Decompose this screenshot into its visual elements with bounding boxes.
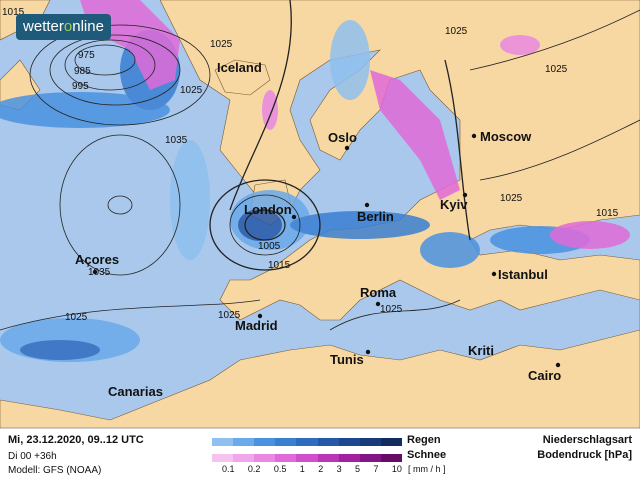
city-label-kyiv: Kyiv (440, 197, 468, 212)
isobar-label: 1025 (545, 64, 568, 75)
forecast-datetime: Mi, 23.12.2020, 09..12 UTC (8, 434, 144, 446)
city-dot (257, 313, 263, 319)
city-label-oslo: Oslo (328, 130, 357, 145)
snow-scale-swatch (296, 454, 318, 462)
isobar-label: 1025 (445, 26, 468, 37)
legend-tick: 5 (355, 464, 361, 474)
legend-tick: 0.2 (247, 464, 261, 474)
rain-scale-swatch (233, 438, 255, 446)
city-label-tunis: Tunis (330, 352, 364, 367)
city-dot (291, 214, 297, 220)
rain-scale-swatch (212, 438, 234, 446)
rain-scale-swatch (338, 438, 360, 446)
isobar-label: 1025 (210, 39, 233, 50)
city-dot (344, 145, 350, 151)
isobar-label: 985 (74, 66, 91, 77)
city-dot (555, 362, 561, 368)
city-dot (491, 271, 497, 277)
city-dot (92, 269, 98, 275)
isobar-labels: 1015 975 985 995 1025 1025 1035 1005 101… (2, 7, 619, 323)
cities: Iceland Oslo Moscow London Berlin Kyiv A… (75, 60, 561, 399)
isobar-label: 1015 (2, 7, 25, 18)
city-label-berlin: Berlin (357, 209, 394, 224)
model-name: Modell: GFS (NOAA) (8, 465, 102, 476)
isobars (0, 0, 640, 331)
city-label-istanbul: Istanbul (498, 267, 548, 282)
rain-scale-swatch (317, 438, 339, 446)
snow-scale-swatch (254, 454, 276, 462)
snow-scale-swatch (338, 454, 360, 462)
isobar-label: 1025 (218, 310, 241, 321)
legend-title-pressure: Bodendruck [hPa] (537, 449, 632, 461)
city-label-cairo: Cairo (528, 368, 561, 383)
isobar-label: 1025 (65, 312, 88, 323)
city-label-london: London (244, 202, 292, 217)
snow-color-scale (212, 454, 402, 462)
snow-scale-swatch (317, 454, 339, 462)
rain-scale-swatch (275, 438, 297, 446)
isobar-label: 1025 (180, 85, 203, 96)
isobar-label: 1025 (500, 193, 523, 204)
rain-scale-swatch (380, 438, 402, 446)
isobar-label: 1015 (596, 208, 619, 219)
legend-tick: 0.1 (222, 464, 235, 474)
isobar-label: 1035 (165, 135, 188, 146)
legend-tick: 2 (318, 464, 324, 474)
city-dot (365, 349, 371, 355)
forecast-run: Di 00 +36h (8, 451, 57, 462)
legend-title-precip-type: Niederschlagsart (542, 434, 632, 446)
city-dot (462, 192, 468, 198)
isobar-label: 1025 (380, 304, 403, 315)
isobar-label: 1035 (88, 267, 111, 278)
legend-unit: [ mm / h ] (408, 464, 446, 474)
weather-map: 1015 975 985 995 1025 1025 1035 1005 101… (0, 0, 640, 428)
rain-scale-swatch (296, 438, 318, 446)
legend-tick: 7 (373, 464, 379, 474)
rain-scale-swatch (359, 438, 381, 446)
wetteronline-logo[interactable]: wetteronline (16, 14, 111, 40)
city-label-iceland: Iceland (217, 60, 262, 75)
rain-color-scale (212, 438, 402, 446)
snow-scale-swatch (275, 454, 297, 462)
legend-rain-label: Regen (407, 434, 441, 446)
legend-snow-label: Schnee (407, 449, 447, 461)
city-label-madrid: Madrid (235, 318, 278, 333)
city-dot (471, 133, 477, 139)
city-label-moscow: Moscow (480, 129, 532, 144)
city-label-acores: Açores (75, 252, 119, 267)
legend-tick: 3 (336, 464, 342, 474)
city-label-canarias: Canarias (108, 384, 163, 399)
rain-scale-swatch (254, 438, 276, 446)
legend-tick: 1 (299, 464, 305, 474)
legend-ticks: 0.1 0.2 0.5 1 2 3 5 7 10 (222, 464, 402, 474)
snow-scale-swatch (380, 454, 402, 462)
snow-scale-swatch (359, 454, 381, 462)
isobar-label: 975 (78, 50, 95, 61)
city-label-roma: Roma (360, 285, 397, 300)
snow-scale-swatch (233, 454, 255, 462)
isobar-label: 995 (72, 81, 89, 92)
legend-footer: Mi, 23.12.2020, 09..12 UTC Di 00 +36h Mo… (0, 428, 640, 479)
legend-tick: 10 (391, 464, 402, 474)
legend-tick: 0.5 (273, 464, 287, 474)
city-label-kriti: Kriti (468, 343, 494, 358)
city-dot (364, 202, 370, 208)
snow-scale-swatch (212, 454, 234, 462)
isobar-label: 1015 (268, 260, 291, 271)
city-dot (375, 301, 381, 307)
isobar-label: 1005 (258, 241, 281, 252)
